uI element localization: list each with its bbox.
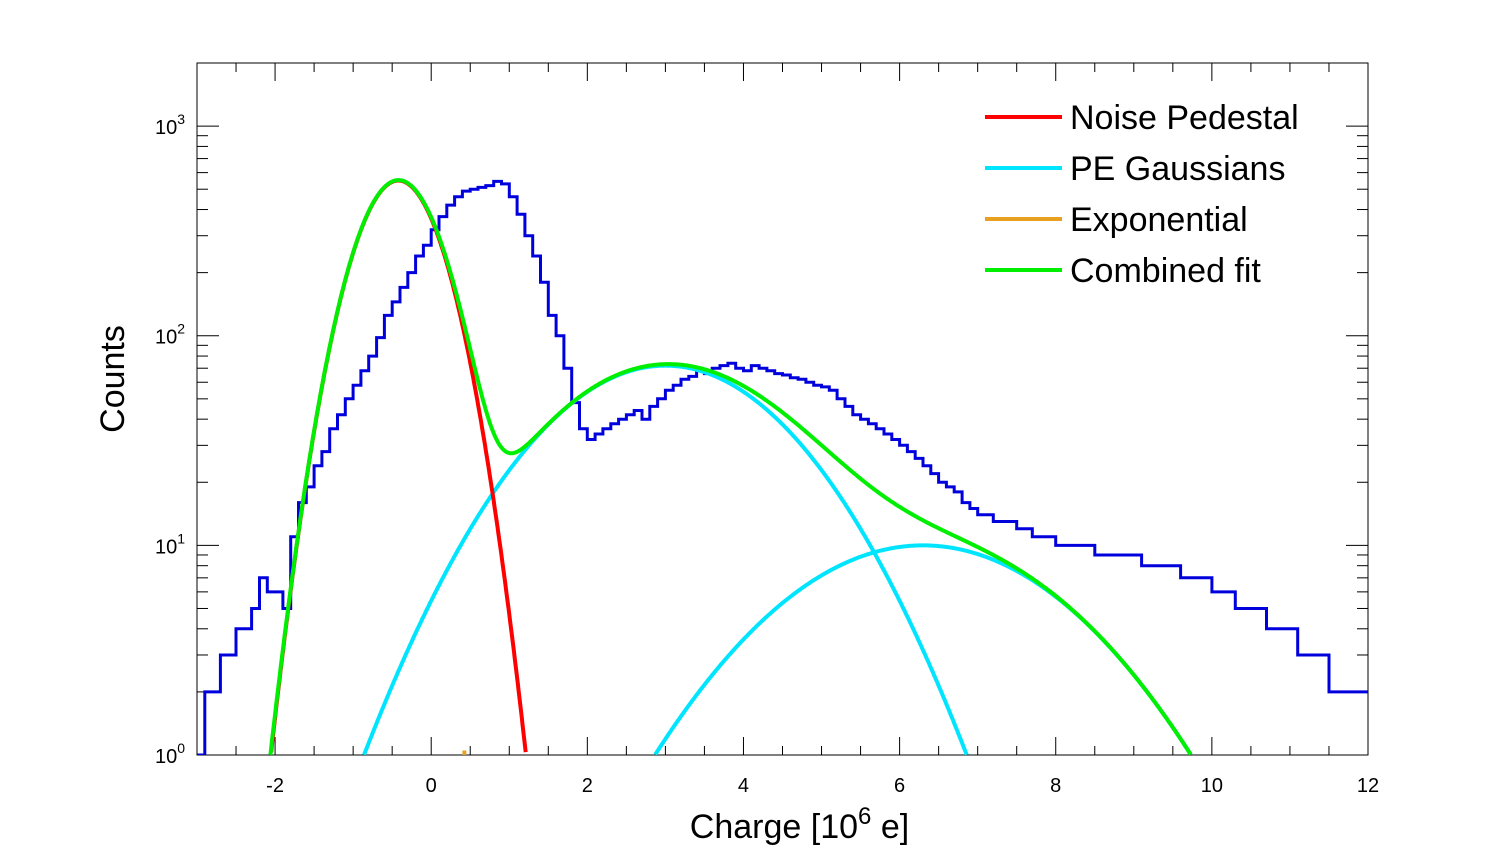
legend: Noise Pedestal PE Gaussians Exponential Com… — [985, 99, 1299, 290]
y-tick-label-exponent: 3 — [177, 111, 185, 127]
combined-fit-curve — [268, 178, 1193, 755]
plot-clipped-group — [197, 178, 1368, 755]
x-tick-label: 6 — [894, 775, 905, 797]
legend-label: Noise Pedestal — [1070, 99, 1299, 137]
y-tick-label-exponent: 0 — [177, 740, 185, 756]
x-axis-title: Charge [106 e] — [690, 803, 909, 846]
x-tick-label: 10 — [1201, 775, 1223, 797]
y-tick-label: 103 — [155, 111, 185, 139]
x-tick-label: 12 — [1357, 775, 1379, 797]
legend-label: Combined fit — [1070, 252, 1261, 290]
y-tick-label-base: 10 — [155, 117, 177, 139]
x-axis-title-tail: e] — [871, 808, 909, 846]
y-tick-label: 102 — [155, 321, 185, 349]
legend-label: PE Gaussians — [1070, 150, 1285, 188]
histogram-data — [197, 179, 1368, 755]
y-axis-title: Counts — [94, 325, 132, 433]
y-tick-label-exponent: 1 — [177, 530, 185, 546]
x-tick-label: 8 — [1050, 775, 1061, 797]
x-tick-label: -2 — [266, 775, 284, 797]
x-tick-label: 4 — [738, 775, 749, 797]
y-tick-label: 101 — [155, 530, 185, 558]
x-axis-title-base: Charge [10 — [690, 808, 858, 846]
y-tick-label-base: 10 — [155, 536, 177, 558]
x-tick-label: 2 — [582, 775, 593, 797]
legend-label: Exponential — [1070, 201, 1248, 239]
y-tick-label-exponent: 2 — [177, 321, 185, 337]
y-tick-label-base: 10 — [155, 327, 177, 349]
x-tick-label: 0 — [426, 775, 437, 797]
x-axis-title-exponent: 6 — [858, 803, 871, 830]
y-tick-label: 100 — [155, 740, 185, 768]
y-tick-label-base: 10 — [155, 746, 177, 768]
y-axis-title-group: Counts — [94, 325, 132, 433]
